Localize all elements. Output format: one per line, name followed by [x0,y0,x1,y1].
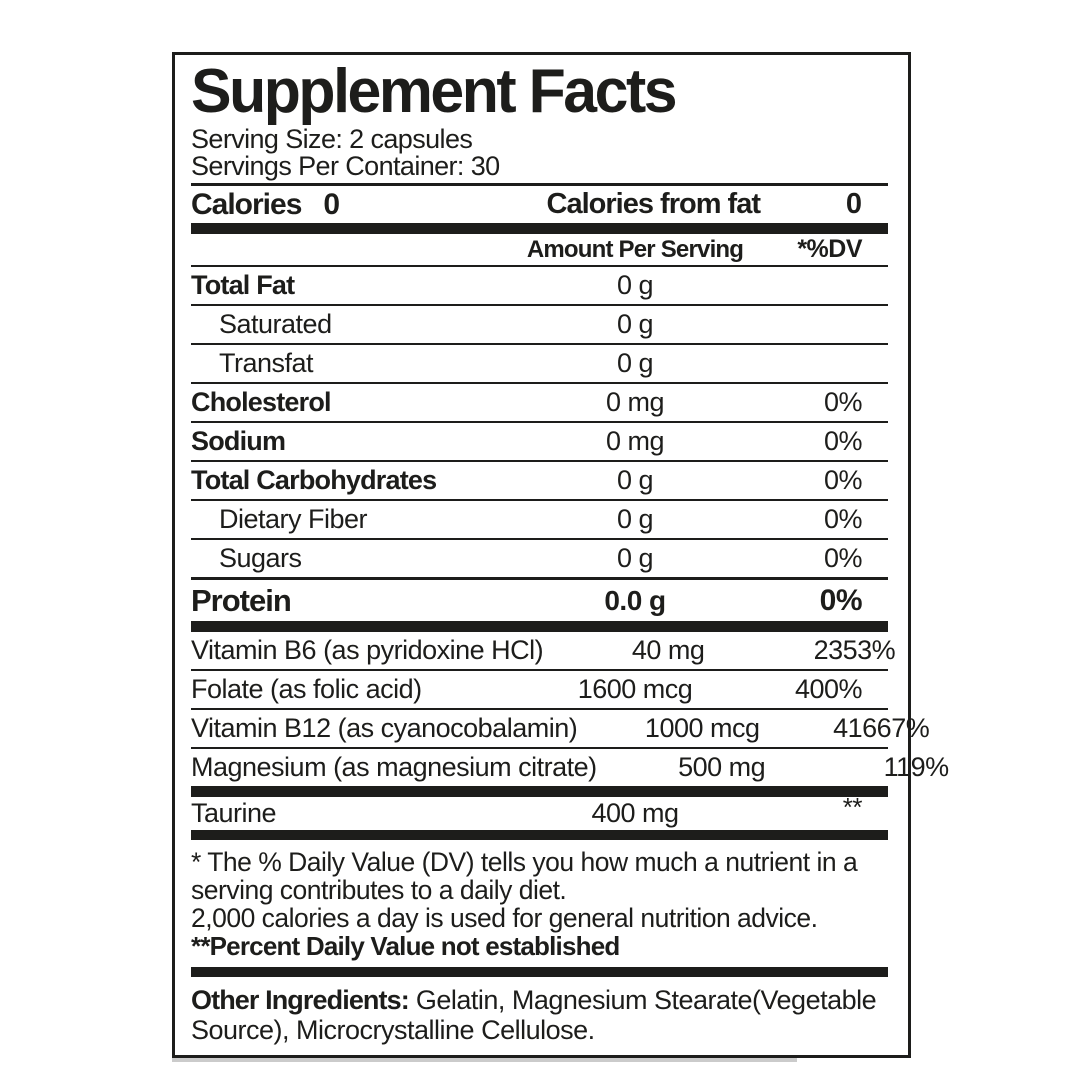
table-row-dietary-fiber: Dietary Fiber 0 g 0% [191,501,888,538]
thick-divider [191,223,888,234]
calories-row: Calories 0 Calories from fat 0 [191,186,888,223]
table-row-taurine: Taurine 400 mg ** [191,792,888,830]
panel-title: Supplement Facts [191,57,678,126]
divider [191,460,888,462]
supplement-facts-panel: Supplement Facts Serving Size: 2 capsule… [172,52,949,1062]
table-row-protein: Protein 0.0 g 0% [191,580,888,621]
other-ingredients-label: Other Ingredients: [191,985,410,1015]
calories-value: 0 [323,187,341,221]
table-row-vitamin-b6: Vitamin B6 (as pyridoxine HCl) 40 mg 235… [191,632,896,669]
nutrient-amount: 0.0 g [604,584,666,616]
nutrient-amount: 0 g [616,348,654,378]
nutrient-name: Sodium [191,426,286,456]
nutrient-dv: 0% [823,504,863,534]
nutrient-name: Protein [191,582,292,618]
divider [191,183,888,186]
table-row-vitamin-b12: Vitamin B12 (as cyanocobalamin) 1000 mcg… [191,710,930,747]
nutrient-name: Total Fat [191,270,295,300]
nutrient-dv: 0% [823,387,863,417]
amount-per-serving-header: Amount Per Serving [526,235,744,263]
table-row-sugars: Sugars 0 g 0% [191,540,888,577]
nutrient-name: Magnesium (as magnesium citrate) [191,752,597,782]
nutrient-amount: 0 g [616,270,654,300]
nutrient-dv: 400% [794,674,863,704]
nutrient-dv: 0% [823,426,863,456]
column-header-row: Amount Per Serving *%DV [191,234,888,265]
divider [191,669,888,671]
nutrient-amount: 0 mg [605,426,665,456]
thick-divider [191,786,888,797]
table-row-cholesterol: Cholesterol 0 mg 0% [191,384,888,421]
nutrient-dv: 0% [823,543,863,573]
table-row-folate: Folate (as folic acid) 1600 mcg 400% [191,671,888,708]
divider [191,708,888,710]
divider [191,538,888,540]
table-row-magnesium: Magnesium (as magnesium citrate) 500 mg … [191,749,949,786]
nutrient-amount: 400 mg [591,798,679,828]
divider [191,421,888,423]
thick-divider [191,621,888,632]
nutrient-name: Dietary Fiber [219,504,368,534]
nutrient-dv: 41667% [833,713,930,743]
divider [191,499,888,501]
nutrient-amount: 0 g [616,465,654,495]
nutrient-amount: 40 mg [631,635,705,665]
servings-per-container: Servings Per Container: 30 [191,151,500,181]
daily-value-header: *%DV [797,235,862,263]
nutrient-amount: 500 mg [678,752,766,782]
medium-divider [191,577,888,580]
table-row-saturated: Saturated 0 g [191,306,888,343]
footnote-calories: 2,000 calories a day is used for general… [191,903,818,933]
table-row-total-carbohydrates: Total Carbohydrates 0 g 0% [191,462,888,499]
nutrient-amount: 0 g [616,309,654,339]
serving-size: Serving Size: 2 capsules [191,124,473,154]
nutrient-amount: 1600 mcg [577,674,693,704]
other-ingredients: Other Ingredients: Gelatin, Magnesium St… [191,985,888,1045]
divider [191,343,888,345]
calories-from-fat-label: Calories from fat [546,188,761,220]
table-row-sodium: Sodium 0 mg 0% [191,423,888,460]
nutrient-dv: 0% [823,465,863,495]
table-row-transfat: Transfat 0 g [191,345,888,382]
calories-from-fat-value: 0 [845,188,862,220]
thick-divider [191,967,888,977]
divider [191,265,888,267]
divider [191,304,888,306]
thick-divider [191,830,888,840]
divider [191,382,888,384]
nutrient-amount: 1000 mcg [644,713,760,743]
nutrient-amount: 0 mg [605,387,665,417]
nutrient-name: Vitamin B12 (as cyanocobalamin) [191,713,578,743]
table-row-total-fat: Total Fat 0 g [191,267,888,304]
nutrient-name: Taurine [191,798,277,828]
nutrient-name: Total Carbohydrates [191,465,437,495]
nutrient-name: Cholesterol [191,387,332,417]
nutrient-dv: 0% [819,583,863,617]
footnote-daily-value: * The % Daily Value (DV) tells you how m… [191,847,858,905]
nutrient-amount: 0 g [616,543,654,573]
nutrient-dv: 2353% [813,635,896,665]
nutrient-name: Saturated [219,309,332,339]
nutrient-dv: 119% [883,752,950,782]
nutrient-name: Folate (as folic acid) [191,674,422,704]
footnote-not-established: **Percent Daily Value not established [191,931,620,961]
other-ingredients-text: Gelatin, Magnesium Stearate(Vegetable So… [191,985,877,1045]
nutrient-name: Vitamin B6 (as pyridoxine HCl) [191,635,544,665]
panel-drop-shadow [172,1058,797,1062]
nutrient-name: Transfat [219,348,314,378]
divider [191,747,888,749]
nutrient-amount: 0 g [616,504,654,534]
calories-label: Calories [191,187,302,221]
nutrient-name: Sugars [219,543,302,573]
serving-info: Serving Size: 2 capsules Servings Per Co… [191,126,888,180]
nutrient-dv: ** [842,792,863,822]
